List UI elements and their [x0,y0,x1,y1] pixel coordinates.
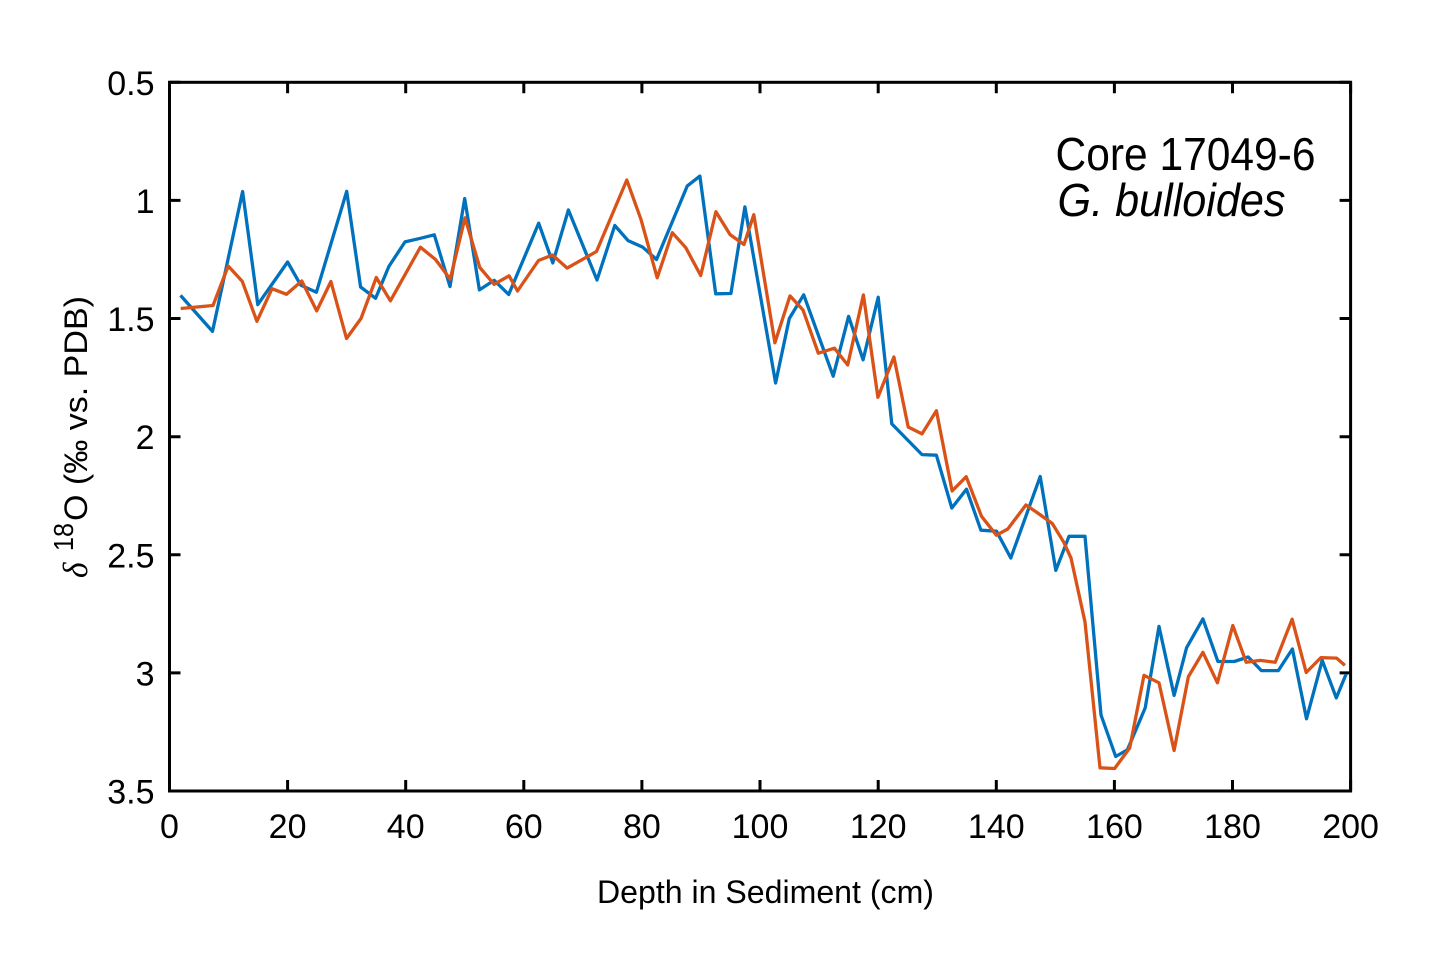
svg-text:3: 3 [136,655,155,693]
svg-text:O (‰ vs. PDB): O (‰ vs. PDB) [58,296,94,521]
svg-text:40: 40 [387,808,425,846]
svg-text:100: 100 [732,808,789,846]
svg-text:G. bulloides: G. bulloides [1058,174,1286,226]
svg-text:18: 18 [48,523,79,551]
svg-text:140: 140 [968,808,1025,846]
svg-text:180: 180 [1204,808,1261,846]
svg-text:2.5: 2.5 [107,537,154,575]
svg-text:2: 2 [136,419,155,457]
svg-text:0.5: 0.5 [107,65,154,103]
svg-text:160: 160 [1086,808,1143,846]
svg-text:120: 120 [850,808,907,846]
svg-text:δ: δ [56,562,95,578]
svg-text:20: 20 [269,808,307,846]
svg-text:Core 17049-6: Core 17049-6 [1056,128,1316,180]
svg-text:3.5: 3.5 [107,774,154,812]
svg-text:1.5: 1.5 [107,301,154,339]
svg-text:60: 60 [505,808,543,846]
svg-text:200: 200 [1322,808,1379,846]
svg-text:1: 1 [136,183,155,221]
svg-text:Depth in Sediment (cm): Depth in Sediment (cm) [597,874,934,910]
svg-text:80: 80 [623,808,661,846]
svg-text:0: 0 [160,808,179,846]
